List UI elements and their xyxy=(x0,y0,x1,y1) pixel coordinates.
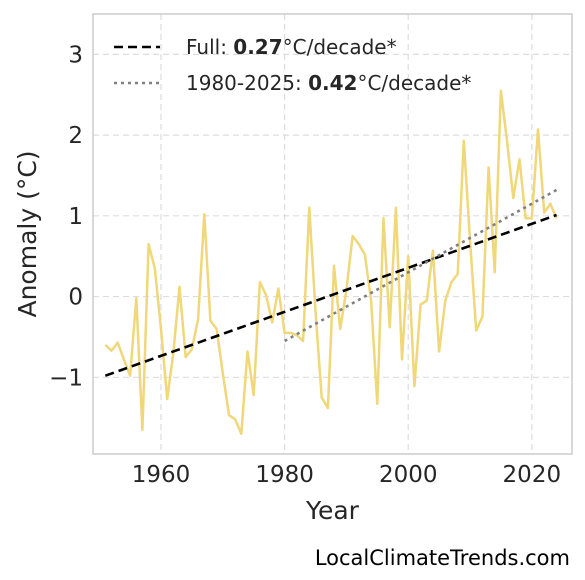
trendline-1980-2025 xyxy=(283,188,558,343)
anomaly-series-line xyxy=(104,89,558,436)
x-tick-label: 1980 xyxy=(255,462,314,488)
x-tick-label: 1960 xyxy=(132,462,191,488)
legend-label: 1980-2025: 0.42°C/decade* xyxy=(186,71,471,95)
legend-label-prefix: Full: xyxy=(186,35,233,59)
legend-trend-value: 0.27 xyxy=(233,35,282,59)
y-tick-label: 2 xyxy=(68,123,83,149)
y-tick-label: 1 xyxy=(68,204,83,230)
legend-label-prefix: 1980-2025: xyxy=(186,71,308,95)
y-tick-label: 3 xyxy=(68,42,83,68)
y-tick-label: 0 xyxy=(68,285,83,311)
legend-label: Full: 0.27°C/decade* xyxy=(186,35,397,59)
legend-trend-value: 0.42 xyxy=(308,71,357,95)
grid xyxy=(93,14,572,454)
watermark: LocalClimateTrends.com xyxy=(314,546,570,570)
legend-unit: °C/decade* xyxy=(357,71,471,95)
tick-labels: 1960 1980 2000 2020 −1 0 1 2 3 xyxy=(49,42,561,488)
y-tick-label: −1 xyxy=(49,365,83,391)
x-axis-label: Year xyxy=(305,496,360,525)
x-tick-label: 2000 xyxy=(379,462,438,488)
plot-area xyxy=(92,13,573,455)
legend: Full: 0.27°C/decade*1980-2025: 0.42°C/de… xyxy=(114,35,471,95)
trendline-full xyxy=(104,213,557,377)
y-axis-label: Anomaly (°C) xyxy=(13,150,42,317)
plot-frame xyxy=(92,13,573,455)
legend-unit: °C/decade* xyxy=(283,35,397,59)
x-tick-label: 2020 xyxy=(503,462,562,488)
